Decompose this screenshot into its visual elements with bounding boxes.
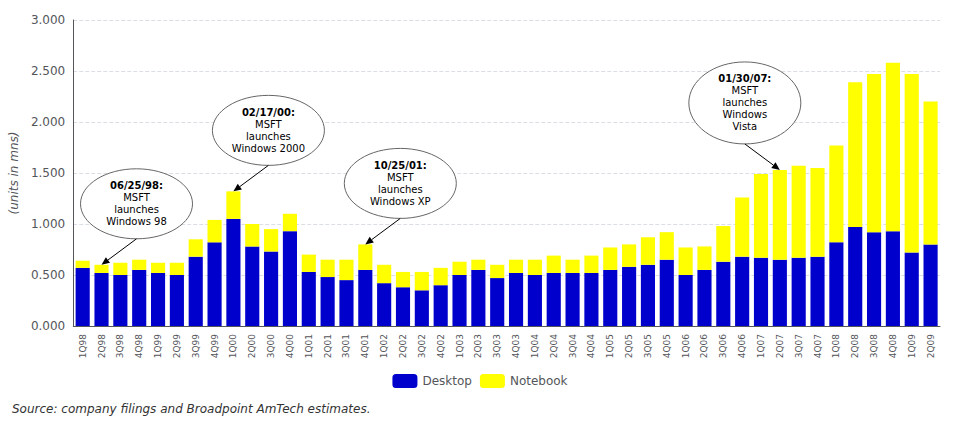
svg-text:01/30/07:: 01/30/07:: [718, 73, 771, 84]
svg-text:2Q01: 2Q01: [323, 334, 333, 358]
svg-text:2Q07: 2Q07: [775, 334, 785, 358]
svg-text:MSFT: MSFT: [387, 172, 415, 183]
svg-text:Windows: Windows: [723, 109, 768, 120]
svg-text:3Q05: 3Q05: [643, 334, 653, 358]
svg-text:launches: launches: [722, 97, 767, 108]
svg-text:1Q04: 1Q04: [530, 334, 540, 359]
svg-text:1Q03: 1Q03: [455, 334, 465, 358]
svg-text:4Q00: 4Q00: [285, 334, 295, 359]
svg-text:1Q06: 1Q06: [681, 334, 691, 359]
svg-text:2Q02: 2Q02: [398, 334, 408, 358]
svg-text:2Q00: 2Q00: [247, 334, 257, 359]
svg-text:launches: launches: [378, 184, 423, 195]
svg-text:1.000: 1.000: [31, 217, 65, 231]
svg-text:4Q01: 4Q01: [360, 334, 370, 358]
svg-text:3Q98: 3Q98: [115, 334, 125, 359]
svg-text:1.500: 1.500: [31, 166, 65, 180]
svg-text:4Q03: 4Q03: [511, 334, 521, 358]
svg-text:Windows XP: Windows XP: [370, 196, 431, 207]
svg-text:Windows 98: Windows 98: [106, 216, 167, 227]
svg-text:10/25/01:: 10/25/01:: [374, 160, 427, 171]
svg-text:3Q04: 3Q04: [568, 334, 578, 359]
svg-text:3Q06: 3Q06: [718, 334, 728, 359]
svg-text:2Q05: 2Q05: [624, 334, 634, 358]
svg-text:4Q07: 4Q07: [813, 334, 823, 358]
svg-text:2Q09: 2Q09: [926, 334, 936, 359]
svg-text:3Q99: 3Q99: [191, 334, 201, 359]
svg-text:Notebook: Notebook: [510, 374, 568, 388]
svg-text:launches: launches: [246, 131, 291, 142]
svg-text:MSFT: MSFT: [732, 85, 760, 96]
svg-text:2Q06: 2Q06: [699, 334, 709, 359]
svg-text:4Q05: 4Q05: [662, 334, 672, 358]
svg-text:4Q08: 4Q08: [888, 334, 898, 359]
svg-text:1Q08: 1Q08: [831, 334, 841, 359]
svg-text:4Q04: 4Q04: [586, 334, 596, 359]
svg-text:0.000: 0.000: [31, 319, 65, 333]
svg-text:2.500: 2.500: [31, 64, 65, 78]
svg-text:Windows 2000: Windows 2000: [232, 143, 305, 154]
svg-text:1Q05: 1Q05: [605, 334, 615, 358]
svg-text:1Q99: 1Q99: [153, 334, 163, 359]
svg-text:1Q01: 1Q01: [304, 334, 314, 358]
svg-text:launches: launches: [114, 204, 159, 215]
svg-text:1Q98: 1Q98: [78, 334, 88, 359]
svg-text:3Q03: 3Q03: [492, 334, 502, 358]
svg-text:2Q03: 2Q03: [473, 334, 483, 358]
svg-text:06/25/98:: 06/25/98:: [110, 180, 163, 191]
svg-text:MSFT: MSFT: [255, 119, 283, 130]
svg-text:2Q99: 2Q99: [172, 334, 182, 359]
svg-text:3Q07: 3Q07: [794, 334, 804, 358]
svg-text:1Q02: 1Q02: [379, 334, 389, 358]
svg-text:0.500: 0.500: [31, 268, 65, 282]
svg-text:(units in mns): (units in mns): [7, 132, 21, 215]
svg-text:4Q99: 4Q99: [210, 334, 220, 359]
svg-text:2.000: 2.000: [31, 115, 65, 129]
svg-text:02/17/00:: 02/17/00:: [242, 107, 295, 118]
svg-text:4Q06: 4Q06: [737, 334, 747, 359]
svg-text:2Q08: 2Q08: [850, 334, 860, 359]
svg-text:3Q00: 3Q00: [266, 334, 276, 359]
svg-text:Vista: Vista: [733, 121, 758, 132]
svg-text:1Q00: 1Q00: [228, 334, 238, 359]
svg-text:2Q04: 2Q04: [549, 334, 559, 359]
svg-text:Source: company filings and Br: Source: company filings and Broadpoint A…: [12, 402, 370, 416]
svg-text:1Q09: 1Q09: [907, 334, 917, 359]
svg-text:4Q98: 4Q98: [134, 334, 144, 359]
svg-text:3Q02: 3Q02: [417, 334, 427, 358]
svg-text:Desktop: Desktop: [422, 374, 472, 388]
svg-text:2Q98: 2Q98: [97, 334, 107, 359]
svg-text:4Q02: 4Q02: [436, 334, 446, 358]
svg-text:3Q08: 3Q08: [869, 334, 879, 359]
svg-text:MSFT: MSFT: [123, 192, 151, 203]
svg-text:3.000: 3.000: [31, 13, 65, 27]
svg-text:1Q07: 1Q07: [756, 334, 766, 358]
svg-text:3Q01: 3Q01: [341, 334, 351, 358]
